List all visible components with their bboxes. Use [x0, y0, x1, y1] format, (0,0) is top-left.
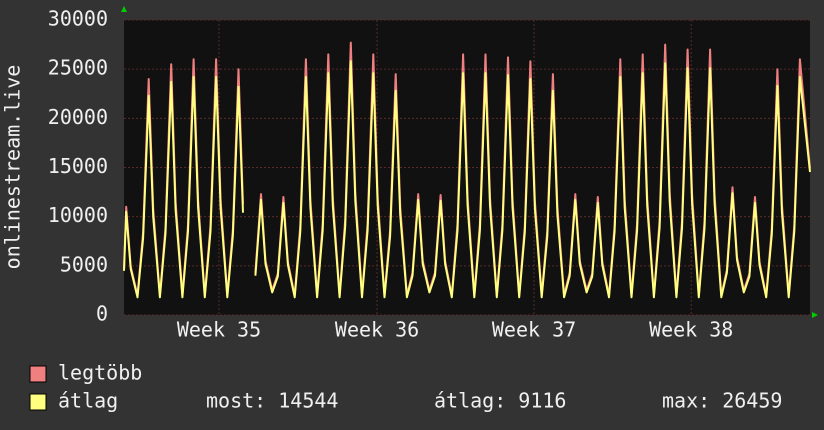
- y-tick-label: 30000: [48, 7, 108, 31]
- lines: [123, 41, 811, 299]
- axis-arrow: [812, 312, 818, 318]
- legend: legtöbb átlag most: 14544 átlag: 9116 max: 2…: [29, 361, 782, 413]
- axis-arrow: [121, 6, 127, 12]
- x-tick-label: Week 35: [177, 318, 261, 342]
- x-tick-label: Week 38: [649, 318, 733, 342]
- y-axis-label: onlinestream.live: [1, 65, 25, 270]
- legend-swatch: [29, 365, 47, 383]
- y-tick-label: 25000: [48, 56, 108, 80]
- x-tick-label: Week 37: [492, 318, 576, 342]
- legend-swatch: [29, 393, 47, 411]
- legend-label: legtöbb: [58, 361, 142, 385]
- x-tick-label: Week 36: [335, 318, 419, 342]
- y-tick-label: 10000: [48, 203, 108, 227]
- y-tick-label: 0: [96, 302, 108, 326]
- legend-label: átlag: [58, 389, 118, 413]
- y-tick-label: 5000: [60, 252, 108, 276]
- stat-label: átlag: 9116: [434, 389, 566, 413]
- stat-label: max: 26459: [662, 389, 782, 413]
- y-tick-label: 20000: [48, 105, 108, 129]
- grid: [124, 19, 810, 316]
- series-line: [123, 60, 811, 299]
- y-tick-label: 15000: [48, 154, 108, 178]
- stat-label: most: 14544: [206, 389, 338, 413]
